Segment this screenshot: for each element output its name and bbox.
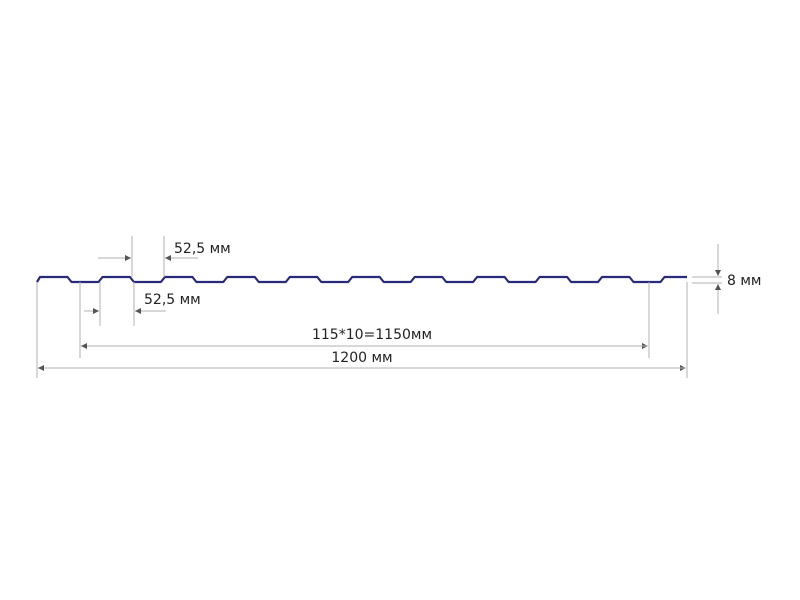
pitch-total-dimension: 115*10=1150мм <box>79 282 650 358</box>
trough-width-dimension: 52,5 мм <box>84 282 201 326</box>
pitch-total-label: 115*10=1150мм <box>312 327 432 343</box>
height-label: 8 мм <box>727 273 761 289</box>
height-dimension: 8 мм <box>692 244 761 314</box>
crest-width-dimension: 52,5 мм <box>98 236 231 277</box>
sheet-profile <box>36 275 687 284</box>
overall-width-dimension: 1200 мм <box>36 282 688 378</box>
crest-width-label: 52,5 мм <box>174 241 231 257</box>
trough-width-label: 52,5 мм <box>144 292 201 308</box>
overall-width-label: 1200 мм <box>331 350 392 366</box>
